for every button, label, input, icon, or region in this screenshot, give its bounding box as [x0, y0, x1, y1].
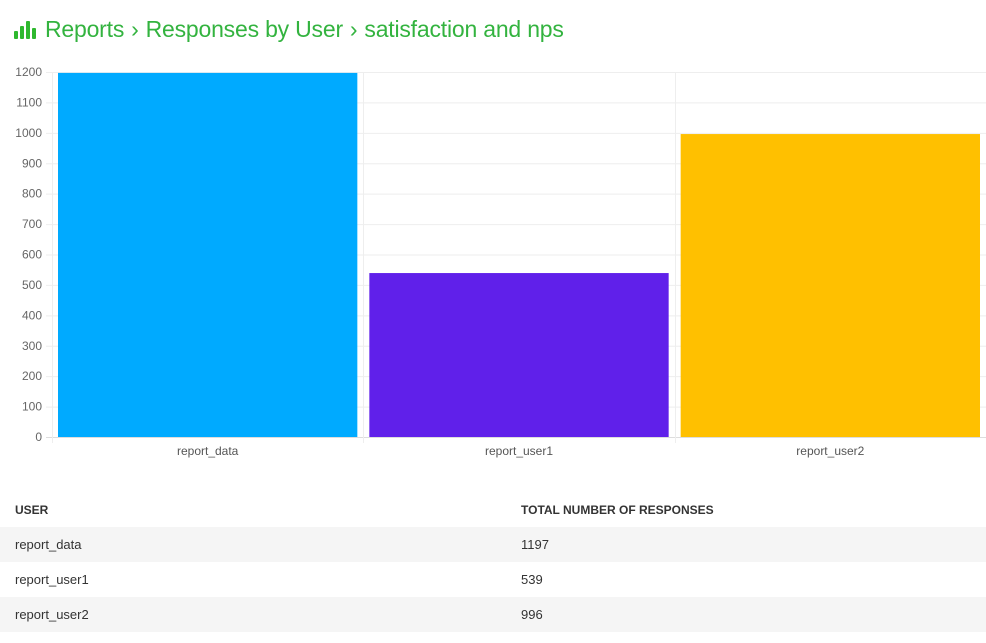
x-tick-label: report_user1 — [485, 444, 553, 458]
y-tick-label: 1000 — [15, 126, 42, 140]
bar-report_user1 — [369, 273, 669, 437]
y-tick-label: 300 — [22, 339, 42, 353]
y-tick-label: 800 — [22, 187, 42, 201]
responses-table: USER TOTAL NUMBER OF RESPONSES report_da… — [0, 492, 986, 632]
cell-user: report_data — [0, 527, 506, 562]
responses-bar-chart: 0 100 200 300 400 500 600 700 800 900 1000 1100 1200… — [15, 65, 986, 458]
x-tick-label: report_data — [177, 444, 239, 458]
table-header-row: USER TOTAL NUMBER OF RESPONSES — [0, 492, 986, 527]
cell-total: 996 — [506, 597, 986, 632]
bar-report_data — [58, 72, 358, 437]
bar-report_user2 — [680, 134, 980, 438]
column-header-total-responses: TOTAL NUMBER OF RESPONSES — [521, 502, 714, 517]
y-tick-label: 0 — [35, 430, 42, 444]
cell-total: 1197 — [506, 527, 986, 562]
breadcrumb-current-survey: satisfaction and nps — [364, 15, 564, 42]
cell-total: 539 — [521, 572, 543, 587]
y-tick-label: 100 — [22, 400, 42, 414]
cell-user: report_user1 — [15, 572, 89, 587]
table-row: report_user1 539 — [0, 562, 986, 597]
breadcrumb-responses-by-user[interactable]: Responses by User — [145, 15, 344, 42]
breadcrumb-reports[interactable]: Reports — [45, 15, 125, 42]
breadcrumb-separator: › — [349, 15, 358, 42]
breadcrumb-separator: › — [131, 15, 139, 42]
cell-user: report_user2 — [0, 597, 506, 632]
bar-chart-icon — [14, 19, 38, 39]
table-row: report_data 1197 — [0, 527, 986, 562]
table-row: report_user2 996 — [0, 597, 986, 632]
breadcrumb: Reports › Responses by User › satisfacti… — [45, 16, 564, 43]
y-tick-label: 1100 — [16, 95, 42, 109]
y-tick-label: 900 — [22, 156, 42, 170]
page-header: Reports › Responses by User › satisfacti… — [14, 13, 564, 45]
x-tick-label: report_user2 — [796, 444, 864, 458]
y-tick-label: 700 — [22, 217, 42, 231]
y-tick-label: 200 — [22, 369, 42, 383]
y-tick-label: 600 — [22, 248, 42, 262]
y-tick-label: 400 — [22, 308, 42, 322]
column-header-user: USER — [15, 502, 49, 517]
y-tick-label: 1200 — [15, 65, 42, 79]
y-tick-label: 500 — [22, 278, 42, 292]
